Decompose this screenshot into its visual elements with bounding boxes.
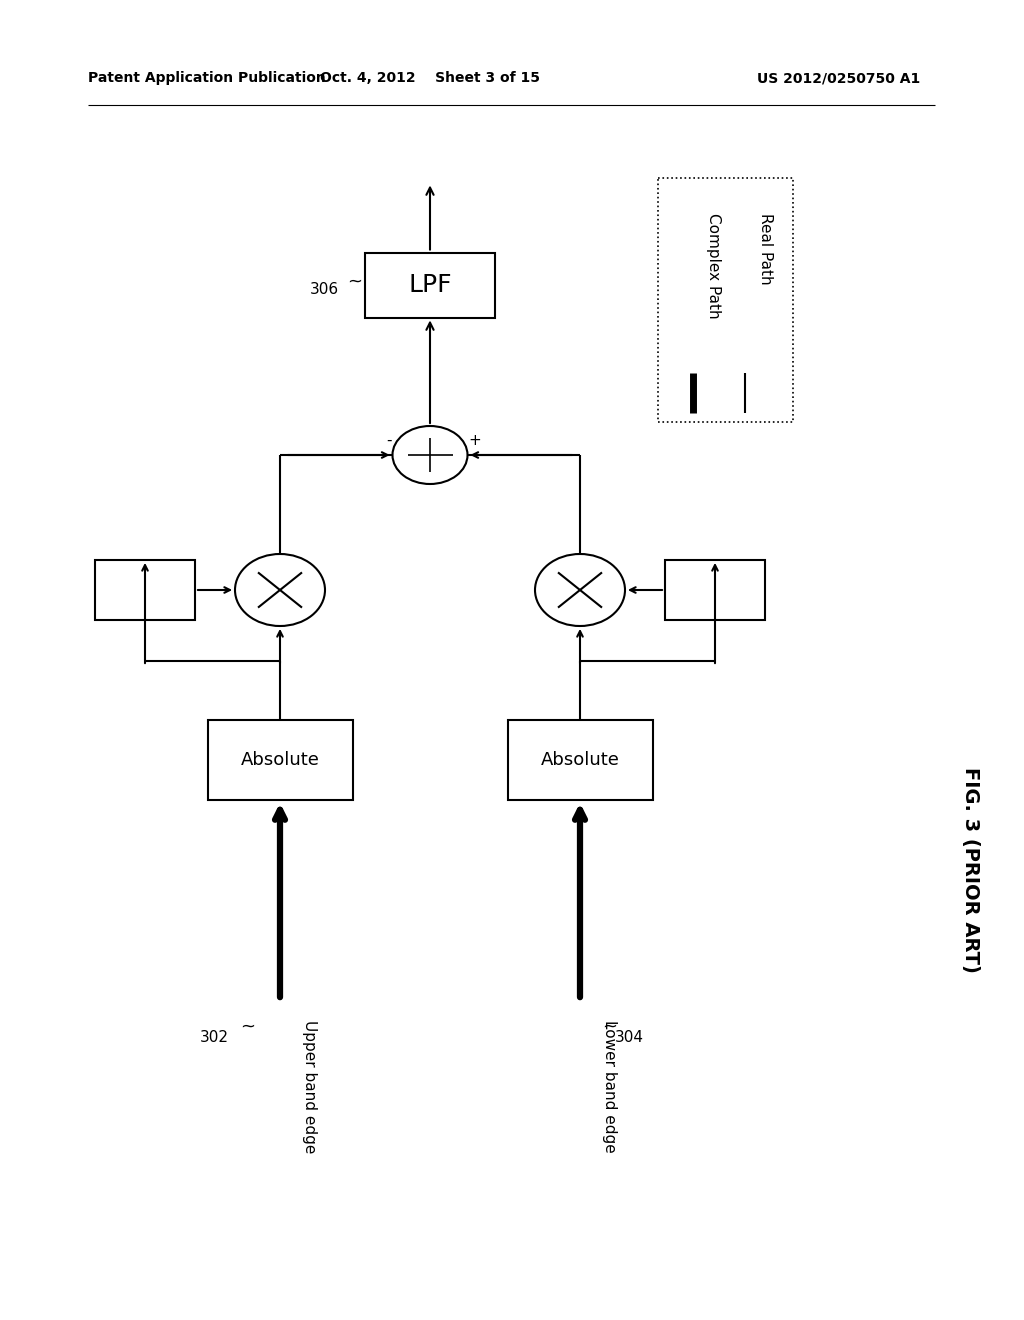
Text: ~: ~: [347, 273, 362, 290]
Bar: [508, 719, 652, 800]
Text: 306: 306: [310, 282, 339, 297]
Text: Absolute: Absolute: [541, 751, 620, 770]
Ellipse shape: [392, 426, 468, 484]
Text: Real Path: Real Path: [758, 213, 773, 285]
Text: Lower band edge: Lower band edge: [602, 1020, 617, 1152]
Bar: [365, 252, 495, 318]
Text: Patent Application Publication: Patent Application Publication: [88, 71, 326, 84]
Text: FIG. 3 (PRIOR ART): FIG. 3 (PRIOR ART): [961, 767, 980, 973]
Ellipse shape: [535, 554, 625, 626]
Text: 304: 304: [615, 1030, 644, 1045]
Bar: [665, 560, 765, 620]
Text: ~: ~: [602, 1018, 617, 1036]
Text: Upper band edge: Upper band edge: [302, 1020, 317, 1154]
Text: Oct. 4, 2012    Sheet 3 of 15: Oct. 4, 2012 Sheet 3 of 15: [319, 71, 540, 84]
Text: +: +: [469, 433, 481, 447]
Text: Complex Path: Complex Path: [706, 213, 721, 318]
Text: Absolute: Absolute: [241, 751, 319, 770]
Bar: [658, 178, 793, 422]
Text: ~: ~: [240, 1018, 255, 1036]
Bar: [208, 719, 352, 800]
Text: 302: 302: [200, 1030, 229, 1045]
Ellipse shape: [234, 554, 325, 626]
Bar: [95, 560, 195, 620]
Text: LPF: LPF: [409, 273, 452, 297]
Text: US 2012/0250750 A1: US 2012/0250750 A1: [757, 71, 920, 84]
Text: -: -: [386, 433, 391, 447]
